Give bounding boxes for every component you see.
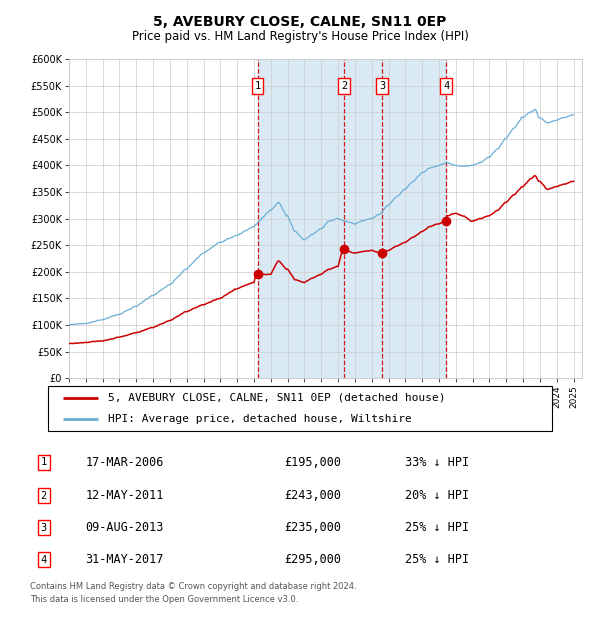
Text: 12-MAY-2011: 12-MAY-2011	[85, 489, 164, 502]
Text: 25% ↓ HPI: 25% ↓ HPI	[406, 554, 469, 566]
Text: £195,000: £195,000	[284, 456, 341, 469]
Text: HPI: Average price, detached house, Wiltshire: HPI: Average price, detached house, Wilt…	[109, 414, 412, 423]
Text: 31-MAY-2017: 31-MAY-2017	[85, 554, 164, 566]
Text: Contains HM Land Registry data © Crown copyright and database right 2024.: Contains HM Land Registry data © Crown c…	[30, 582, 356, 591]
Text: £235,000: £235,000	[284, 521, 341, 534]
Text: 1: 1	[254, 81, 260, 91]
Text: This data is licensed under the Open Government Licence v3.0.: This data is licensed under the Open Gov…	[30, 595, 298, 604]
Text: £243,000: £243,000	[284, 489, 341, 502]
Text: Price paid vs. HM Land Registry's House Price Index (HPI): Price paid vs. HM Land Registry's House …	[131, 30, 469, 43]
Text: 17-MAR-2006: 17-MAR-2006	[85, 456, 164, 469]
Bar	[257, 59, 446, 378]
Text: 09-AUG-2013: 09-AUG-2013	[85, 521, 164, 534]
Text: £295,000: £295,000	[284, 554, 341, 566]
Text: 20% ↓ HPI: 20% ↓ HPI	[406, 489, 469, 502]
Text: 3: 3	[41, 523, 47, 533]
Text: 1: 1	[41, 457, 47, 467]
Text: 2: 2	[341, 81, 347, 91]
Text: 2: 2	[41, 490, 47, 501]
Text: 33% ↓ HPI: 33% ↓ HPI	[406, 456, 469, 469]
Text: 4: 4	[443, 81, 449, 91]
Text: 25% ↓ HPI: 25% ↓ HPI	[406, 521, 469, 534]
Text: 5, AVEBURY CLOSE, CALNE, SN11 0EP (detached house): 5, AVEBURY CLOSE, CALNE, SN11 0EP (detac…	[109, 393, 446, 403]
Text: 3: 3	[379, 81, 385, 91]
Text: 5, AVEBURY CLOSE, CALNE, SN11 0EP: 5, AVEBURY CLOSE, CALNE, SN11 0EP	[154, 16, 446, 30]
Text: 4: 4	[41, 555, 47, 565]
